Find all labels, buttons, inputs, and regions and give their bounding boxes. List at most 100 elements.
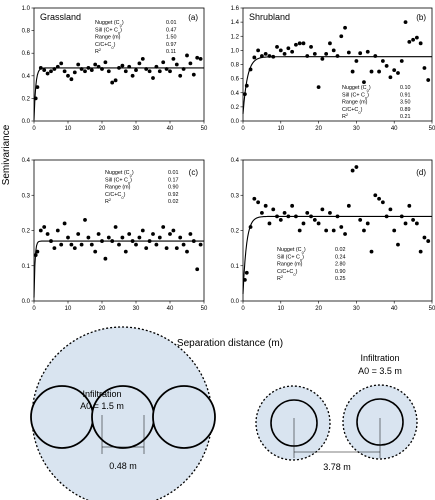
data-point: [392, 228, 397, 233]
data-point: [305, 210, 310, 215]
x-tick-label: 0: [32, 126, 36, 132]
stat-value: 0.25: [335, 276, 346, 282]
data-point: [83, 218, 87, 222]
data-point: [309, 44, 313, 49]
stat-value: 1.50: [166, 35, 177, 41]
data-point: [297, 228, 302, 233]
stat-label: Range (m): [95, 35, 121, 41]
stat-label: R2: [277, 274, 284, 283]
stat-value: 0.90: [335, 269, 346, 275]
data-point: [324, 228, 329, 233]
data-point: [369, 249, 374, 254]
data-point: [72, 70, 77, 75]
stat-value: 0.92: [168, 192, 179, 198]
y-tick-label: 0.4: [22, 74, 31, 80]
data-point: [248, 67, 253, 72]
data-point: [399, 214, 404, 219]
data-point: [260, 210, 264, 215]
data-point: [294, 42, 298, 47]
data-point: [316, 85, 321, 89]
data-point: [263, 52, 268, 56]
data-point: [256, 200, 261, 205]
data-point: [422, 235, 427, 240]
data-point: [49, 69, 53, 74]
y-tick-label: 1.4: [231, 20, 240, 26]
data-point: [49, 239, 53, 243]
data-point: [343, 232, 347, 236]
data-point: [339, 225, 344, 229]
x-tick-label: 50: [201, 306, 208, 312]
data-point: [62, 69, 67, 74]
data-point: [137, 235, 142, 240]
data-point: [45, 232, 50, 236]
stat-label: Sill (C+ C0): [95, 27, 122, 35]
y-tick-label: 0.0: [231, 299, 240, 305]
data-point: [96, 64, 101, 69]
data-point: [106, 69, 111, 74]
data-point: [331, 48, 336, 53]
data-point: [320, 207, 325, 212]
data-point: [195, 267, 200, 272]
data-point: [168, 69, 172, 74]
stat-value: 0.11: [166, 49, 176, 55]
panel-a: 0 10 20 30 40 50 0.0 0.2 0.4 0.6 0.8 1.0 Grassland (a…: [22, 6, 208, 132]
x-tick-label: 10: [65, 306, 72, 312]
stat-value: 0.91: [400, 92, 411, 98]
data-point: [426, 239, 431, 243]
data-point: [403, 221, 408, 226]
panel-letter: (b): [416, 13, 426, 22]
data-point: [134, 242, 138, 247]
data-point: [244, 83, 249, 88]
data-point: [331, 228, 336, 233]
data-point: [275, 44, 279, 49]
data-point: [282, 52, 287, 56]
data-point: [297, 41, 302, 46]
data-point: [335, 214, 340, 219]
stat-label: Range (m): [342, 100, 368, 106]
data-point: [290, 203, 295, 208]
data-point: [324, 52, 329, 56]
x-tick-label: 0: [241, 306, 245, 312]
data-point: [100, 239, 104, 243]
data-point: [278, 218, 283, 222]
panel-letter: (d): [416, 168, 426, 177]
stat-label: Sill (C+ C0): [105, 177, 132, 185]
data-point: [157, 235, 162, 240]
data-point: [198, 56, 203, 61]
x-tick-label: 20: [99, 126, 106, 132]
stat-value: 0.01: [166, 20, 177, 26]
data-point: [407, 203, 412, 208]
data-point: [392, 68, 397, 73]
data-point: [286, 214, 291, 219]
data-point: [83, 69, 87, 74]
stat-value: 0.97: [166, 42, 177, 48]
infiltration-a0-right: A0 = 3.5 m: [358, 366, 402, 376]
stat-value: 0.17: [168, 177, 179, 183]
data-point: [343, 25, 347, 30]
data-point: [123, 249, 128, 254]
data-point: [147, 69, 152, 74]
y-tick-label: 1.0: [22, 6, 31, 12]
stat-value: 0.02: [335, 247, 346, 253]
panel-c: 0 10 20 30 40 50 0.0 0.1 0.2 0.3 0.4 (c) Nugget (C0)…: [22, 158, 208, 312]
data-point: [181, 242, 186, 247]
y-tick-label: 0.6: [22, 51, 31, 57]
infiltration-a0-left: A0 = 1.5 m: [80, 401, 124, 411]
data-point: [309, 214, 313, 219]
y-tick-label: 0.2: [22, 229, 31, 235]
data-point: [161, 60, 166, 65]
data-point: [418, 41, 423, 46]
data-point: [174, 246, 179, 251]
stat-label: Range (m): [105, 185, 131, 191]
panel-title: Shrubland: [249, 12, 290, 22]
y-axis-label: Semivariance: [1, 124, 12, 185]
stat-label: C/C+C0): [105, 192, 126, 200]
data-point: [79, 242, 84, 247]
data-point: [384, 64, 389, 68]
data-point: [346, 203, 351, 208]
data-point: [151, 232, 155, 236]
data-point: [195, 55, 200, 60]
model-curve: [33, 240, 204, 298]
y-tick-label: 0.4: [231, 91, 240, 97]
data-point: [373, 54, 378, 58]
